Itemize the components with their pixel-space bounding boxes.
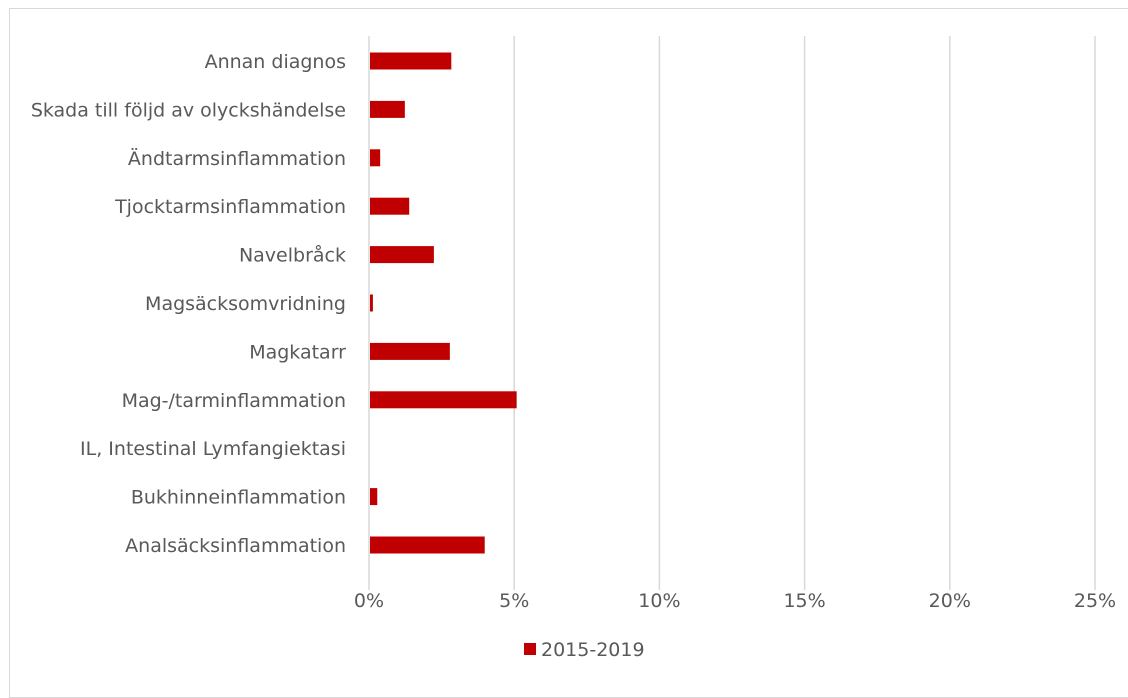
category-label: Ändtarmsinflammation [128, 147, 346, 170]
category-label: Mag-/tarminflammation [122, 390, 346, 412]
tick-label: 5% [499, 590, 529, 612]
category-label: Annan diagnos [205, 51, 346, 73]
legend: 2015-2019 [524, 639, 645, 661]
tick-label: 15% [783, 590, 825, 612]
category-labels: Annan diagnos Skada till följd av olycksh… [31, 51, 346, 557]
tick-labels: 0% 5% 10% 15% 20% 25% [354, 590, 1116, 612]
bar [370, 197, 410, 215]
tick-label: 10% [638, 590, 680, 612]
category-label: Skada till följd av olyckshändelse [31, 99, 346, 121]
tick-label: 20% [929, 590, 971, 612]
category-label: IL, Intestinal Lymfangiektasi [80, 438, 346, 460]
bar [370, 52, 452, 70]
bar-chart: Annan diagnos Skada till följd av olycksh… [31, 36, 1116, 661]
bar [370, 536, 485, 554]
bar [370, 149, 381, 167]
bar [370, 391, 517, 409]
category-label: Magkatarr [249, 341, 346, 363]
bar [370, 294, 373, 312]
category-label: Tjocktarmsinflammation [114, 196, 346, 218]
bar [370, 342, 450, 360]
bar [370, 246, 434, 264]
tick-label: 0% [354, 590, 384, 612]
category-label: Magsäcksomvridning [145, 293, 346, 315]
bar [370, 100, 405, 118]
category-label: Bukhinneinflammation [131, 487, 346, 509]
category-label: Navelbråck [239, 244, 346, 267]
legend-swatch [524, 643, 536, 655]
tick-label: 25% [1074, 590, 1116, 612]
bar [370, 488, 378, 506]
gridlines [513, 36, 1096, 590]
bars [370, 52, 517, 554]
legend-label: 2015-2019 [541, 639, 645, 661]
category-label: Analsäcksinflammation [125, 535, 346, 557]
